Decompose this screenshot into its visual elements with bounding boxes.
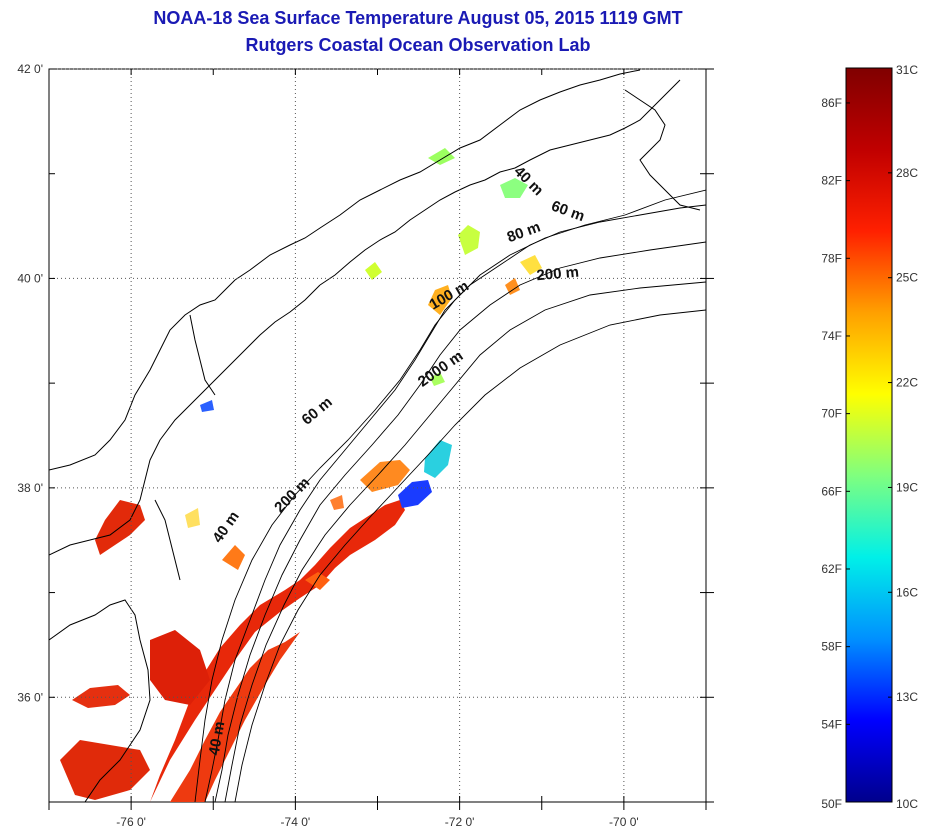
coastline (49, 284, 321, 556)
sst-mid-region (365, 262, 382, 280)
coastline (319, 79, 681, 286)
lon-tick-label: -74 0' (281, 815, 311, 829)
sst-warm-region (60, 740, 150, 800)
sst-warm-region (72, 685, 130, 708)
sst-mid-region (428, 148, 455, 165)
sst-mid-region (185, 508, 200, 528)
lon-tick-label: -72 0' (445, 815, 475, 829)
sst-mid-region (500, 178, 528, 198)
colorbar-fahrenheit-label: 62F (821, 562, 842, 576)
lat-tick-label: 38 0' (17, 481, 43, 495)
colorbar-celsius-label: 25C (896, 271, 918, 285)
colorbar-celsius-label: 31C (896, 63, 918, 77)
isobath-contour (214, 241, 706, 802)
colorbar-fahrenheit-label: 74F (821, 329, 842, 343)
sst-mid-region (428, 285, 452, 315)
sst-mid-region (505, 278, 520, 295)
colorbar-fahrenheit-label: 54F (821, 717, 842, 731)
isobath-label: 200 m (536, 264, 580, 285)
colorbar-fahrenheit-label: 86F (821, 96, 842, 110)
colorbar-fahrenheit-labels: 86F 82F 78F 74F 70F 66F 62F 58F 54F 50F (821, 96, 850, 811)
lat-tick-label: 42 0' (17, 62, 43, 76)
sst-mid-region (520, 255, 542, 275)
sst-warm-region (305, 572, 330, 590)
sst-warm-region (150, 500, 405, 802)
sst-mid-region (330, 495, 344, 510)
map-frame (48, 68, 707, 803)
coastline-layer (49, 69, 701, 802)
isobath-contour (234, 309, 706, 802)
isobath-contour (194, 189, 706, 802)
sst-data-layer (60, 148, 542, 802)
coastline (189, 314, 216, 396)
map-axes: -76 0' -74 0' -72 0' -70 0' 42 0' 40 0' 38 0' 3… (17, 62, 714, 829)
coastline (624, 89, 701, 211)
colorbar-celsius-label: 28C (896, 166, 918, 180)
isobath-label: 40 m (206, 720, 229, 757)
coastline (49, 69, 641, 471)
coastline (49, 599, 151, 802)
lat-tick-label: 36 0' (17, 690, 43, 704)
colorbar-fahrenheit-label: 50F (821, 797, 842, 811)
colorbar-celsius-label: 16C (896, 585, 918, 599)
sst-mid-region (458, 225, 480, 255)
colorbar-fahrenheit-label: 66F (821, 484, 842, 498)
sst-warm-region (170, 632, 300, 802)
colorbar-fahrenheit-label: 58F (821, 640, 842, 654)
isobath-contour (224, 281, 706, 802)
isobath-layer (194, 189, 706, 802)
lon-tick-label: -70 0' (609, 815, 639, 829)
sst-cool-region (424, 440, 452, 478)
sst-mid-region (430, 372, 445, 386)
colorbar-celsius-label: 22C (896, 376, 918, 390)
sst-warm-region (222, 545, 245, 570)
map-title-line2: Rutgers Coastal Ocean Observation Lab (245, 35, 591, 55)
lon-tick-label: -76 0' (116, 815, 146, 829)
colorbar-celsius-label: 13C (896, 690, 918, 704)
lat-tick-label: 40 0' (17, 271, 43, 285)
colorbar-celsius-label: 19C (896, 480, 918, 494)
sst-warm-region (360, 460, 410, 492)
sst-warm-region (150, 630, 210, 705)
colorbar (845, 67, 893, 803)
coastline (154, 499, 181, 581)
isobath-contour (204, 204, 706, 802)
colorbar-fahrenheit-label: 70F (821, 407, 842, 421)
sst-cool-region (200, 400, 214, 412)
sst-cool-region (398, 480, 432, 508)
map-title-line1: NOAA-18 Sea Surface Temperature August 0… (153, 8, 683, 28)
colorbar-fahrenheit-label: 82F (821, 174, 842, 188)
colorbar-fahrenheit-label: 78F (821, 251, 842, 265)
colorbar-celsius-labels: 31C 28C 25C 22C 19C 16C 13C 10C (888, 63, 918, 811)
colorbar-celsius-label: 10C (896, 797, 918, 811)
